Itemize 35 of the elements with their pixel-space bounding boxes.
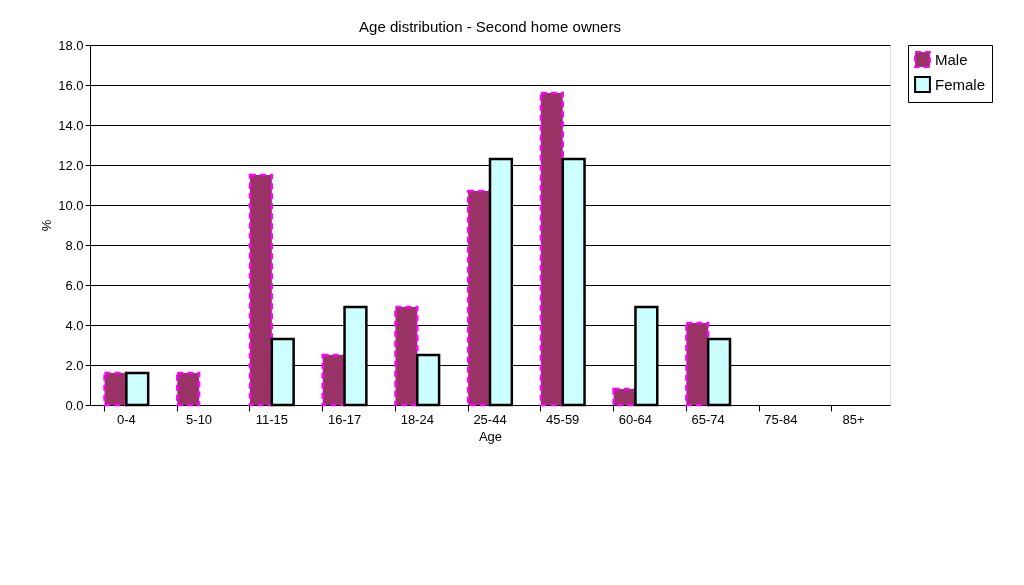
- bar: [176, 371, 201, 407]
- y-tick-label: 6.0: [65, 277, 84, 293]
- y-tick-label: 4.0: [65, 317, 84, 333]
- y-tick-label: 12.0: [58, 157, 84, 173]
- legend-label: Female: [935, 75, 986, 93]
- y-tick-label: 16.0: [58, 77, 84, 93]
- bar: [394, 305, 419, 407]
- x-tick-label: 65-74: [691, 411, 725, 427]
- bar: [466, 189, 492, 407]
- x-tick-label: 60-64: [618, 411, 653, 427]
- y-tick-label: 14.0: [58, 117, 84, 133]
- x-tick-label: 45-59: [546, 411, 580, 427]
- bar: [103, 371, 128, 407]
- y-tick-label: 0.0: [65, 397, 84, 413]
- y-tick-label: 8.0: [65, 237, 84, 253]
- chart-title: Age distribution - Second home owners: [359, 18, 621, 35]
- y-tick-label: 18.0: [58, 37, 84, 53]
- x-tick-label: 85+: [842, 411, 865, 427]
- bar: [612, 387, 637, 407]
- x-tick-label: 18-24: [400, 411, 434, 427]
- legend-label: Male: [935, 50, 968, 68]
- bar: [248, 173, 274, 407]
- x-tick-label: 11-15: [255, 411, 288, 427]
- y-tick-label: 10.0: [58, 197, 84, 213]
- x-tick-label: 0-4: [116, 411, 136, 427]
- y-axis-title: %: [39, 219, 55, 232]
- x-tick-label: 75-84: [764, 411, 798, 427]
- x-axis-title: Age: [478, 428, 503, 444]
- x-tick-label: 5-10: [186, 411, 213, 427]
- bar: [321, 353, 346, 407]
- bar: [539, 91, 564, 407]
- x-tick-label: 25-44: [473, 411, 507, 427]
- y-tick-label: 2.0: [65, 357, 84, 373]
- bar: [685, 321, 710, 407]
- x-tick-label: 16-17: [327, 411, 362, 427]
